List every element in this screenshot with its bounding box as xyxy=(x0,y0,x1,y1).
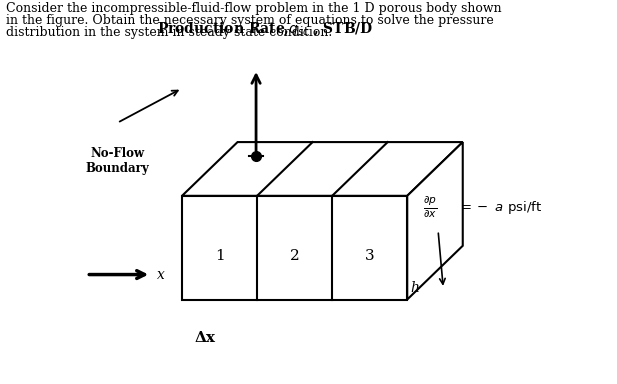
Text: Δx: Δx xyxy=(194,331,215,345)
Text: h: h xyxy=(410,281,419,295)
Text: in the figure. Obtain the necessary system of equations to solve the pressure: in the figure. Obtain the necessary syst… xyxy=(6,14,494,27)
Text: 1: 1 xyxy=(215,249,225,263)
Text: No-Flow
Boundary: No-Flow Boundary xyxy=(85,147,149,175)
Text: x: x xyxy=(157,268,165,281)
Text: Consider the incompressible-fluid-flow problem in the 1 D porous body shown: Consider the incompressible-fluid-flow p… xyxy=(6,2,502,15)
Text: 3: 3 xyxy=(365,249,375,263)
Text: distribution in the system in steady state condition.: distribution in the system in steady sta… xyxy=(6,26,333,40)
Text: $= -\ a\ \mathrm{psi/ft}$: $= -\ a\ \mathrm{psi/ft}$ xyxy=(458,199,543,216)
Text: Production Rate,$q_{sc}$ , STB/D: Production Rate,$q_{sc}$ , STB/D xyxy=(157,20,373,38)
Text: $\frac{\partial p}{\partial x}$: $\frac{\partial p}{\partial x}$ xyxy=(423,195,437,220)
Polygon shape xyxy=(182,142,463,196)
Bar xyxy=(182,196,407,300)
Text: 2: 2 xyxy=(290,249,299,263)
Polygon shape xyxy=(407,142,463,300)
